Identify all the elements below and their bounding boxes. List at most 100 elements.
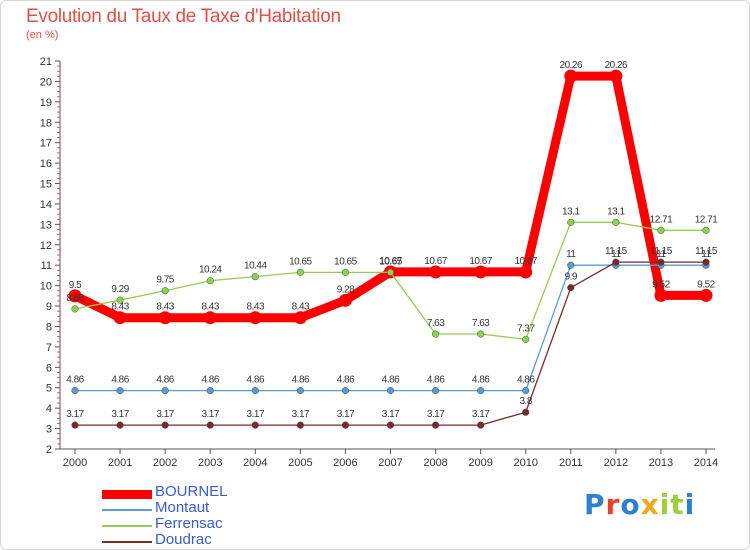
data-point-ferrensac: [341, 268, 349, 276]
legend-label: Doudrac: [155, 531, 212, 548]
data-point-bournel: [293, 311, 307, 325]
data-label-ferrensac: 10.65: [379, 256, 402, 267]
data-label-bournel: 10.67: [424, 256, 447, 267]
data-point-doudrac: [296, 421, 304, 429]
data-point-bournel: [474, 265, 488, 279]
data-label-ferrensac: 9.75: [156, 275, 174, 286]
logo-letter: o: [620, 488, 641, 521]
data-point-ferrensac: [296, 268, 304, 276]
data-point-doudrac: [567, 284, 575, 292]
data-label-bournel: 8.43: [292, 302, 310, 313]
data-label-doudrac: 3.17: [337, 409, 355, 420]
x-tick-label: 2008: [423, 457, 447, 469]
y-tick-label: 19: [40, 97, 52, 109]
x-tick-label: 2003: [198, 457, 222, 469]
data-point-doudrac: [702, 258, 710, 266]
data-label-ferrensac: 13.1: [607, 206, 625, 217]
y-tick-label: 13: [40, 219, 52, 231]
data-label-montaut: 4.86: [247, 375, 265, 386]
logo-letter: i: [659, 488, 671, 521]
data-point-ferrensac: [251, 273, 259, 281]
y-tick-label: 4: [46, 403, 52, 415]
legend-label: Montaut: [155, 499, 210, 516]
x-tick-label: 2005: [288, 457, 312, 469]
legend-label: BOURNEL: [155, 483, 228, 500]
y-tick-label: 17: [40, 138, 52, 150]
data-point-bournel: [699, 288, 713, 302]
x-tick-label: 2009: [468, 457, 492, 469]
logo-letter: t: [670, 488, 685, 521]
x-tick-label: 2013: [649, 457, 673, 469]
data-label-ferrensac: 12.71: [650, 214, 673, 225]
data-label-bournel: 9.28: [337, 284, 355, 295]
chart-title: Evolution du Taux de Taxe d'Habitation: [26, 6, 341, 27]
x-tick-label: 2011: [559, 457, 583, 469]
data-point-ferrensac: [657, 226, 665, 234]
x-tick-label: 2006: [333, 457, 357, 469]
data-label-doudrac: 3.17: [292, 409, 310, 420]
data-point-doudrac: [116, 421, 124, 429]
data-point-bournel: [519, 265, 533, 279]
data-point-montaut: [567, 261, 575, 269]
data-point-montaut: [341, 387, 349, 395]
data-label-montaut: 4.86: [337, 375, 355, 386]
series-line-doudrac: [74, 261, 707, 426]
x-tick-label: 2002: [153, 457, 177, 469]
data-label-doudrac: 3.17: [382, 409, 400, 420]
data-point-ferrensac: [612, 218, 620, 226]
data-label-doudrac: 3.17: [427, 409, 445, 420]
data-point-doudrac: [341, 421, 349, 429]
y-tick-label: 11: [41, 260, 52, 272]
data-point-montaut: [251, 387, 259, 395]
y-tick-label: 15: [40, 179, 52, 191]
data-label-bournel: 8.43: [111, 302, 129, 313]
y-tick-label: 3: [46, 424, 52, 436]
data-label-ferrensac: 10.44: [244, 261, 267, 272]
legend-swatch: [102, 541, 152, 543]
y-tick-label: 9: [46, 301, 52, 313]
data-label-ferrensac: 10.65: [289, 256, 312, 267]
data-point-doudrac: [161, 421, 169, 429]
data-point-ferrensac: [116, 296, 124, 304]
legend-swatch: [102, 525, 152, 527]
data-label-doudrac: 11.15: [650, 246, 673, 257]
data-label-montaut: 4.86: [472, 375, 490, 386]
data-label-ferrensac: 13.1: [562, 206, 580, 217]
data-point-doudrac: [206, 421, 214, 429]
data-point-montaut: [522, 387, 530, 395]
data-point-bournel: [248, 311, 262, 325]
data-label-bournel: 20.26: [605, 60, 628, 71]
data-point-bournel: [68, 289, 82, 303]
data-point-montaut: [71, 387, 79, 395]
data-label-ferrensac: 9.29: [111, 284, 129, 295]
data-point-ferrensac: [567, 218, 575, 226]
legend-label: Ferrensac: [155, 515, 223, 532]
data-point-montaut: [432, 387, 440, 395]
data-point-doudrac: [251, 421, 259, 429]
y-tick-label: 6: [46, 362, 52, 374]
logo-letter: r: [605, 488, 621, 521]
y-tick-label: 8: [46, 321, 52, 333]
data-point-montaut: [386, 387, 395, 395]
data-label-doudrac: 11.15: [695, 246, 718, 257]
y-tick-label: 14: [40, 199, 52, 211]
data-label-doudrac: 3.8: [520, 396, 533, 407]
data-point-bournel: [609, 69, 623, 83]
data-label-doudrac: 3.17: [156, 409, 174, 420]
data-label-montaut: 4.86: [382, 375, 400, 386]
data-point-bournel: [654, 288, 668, 302]
data-point-montaut: [296, 387, 304, 395]
legend-swatch: [102, 509, 152, 511]
data-point-bournel: [338, 293, 352, 307]
data-point-doudrac: [477, 421, 485, 429]
data-label-bournel: 10.67: [469, 256, 492, 267]
data-label-montaut: 4.86: [292, 375, 310, 386]
data-label-montaut: 11: [701, 249, 711, 260]
data-point-ferrensac: [522, 335, 530, 343]
logo-letter: P: [584, 488, 606, 521]
data-label-ferrensac: 10.24: [199, 265, 222, 276]
legend-swatch: [102, 489, 152, 499]
data-label-ferrensac: 7.37: [517, 323, 535, 334]
x-tick-label: 2001: [108, 457, 132, 469]
